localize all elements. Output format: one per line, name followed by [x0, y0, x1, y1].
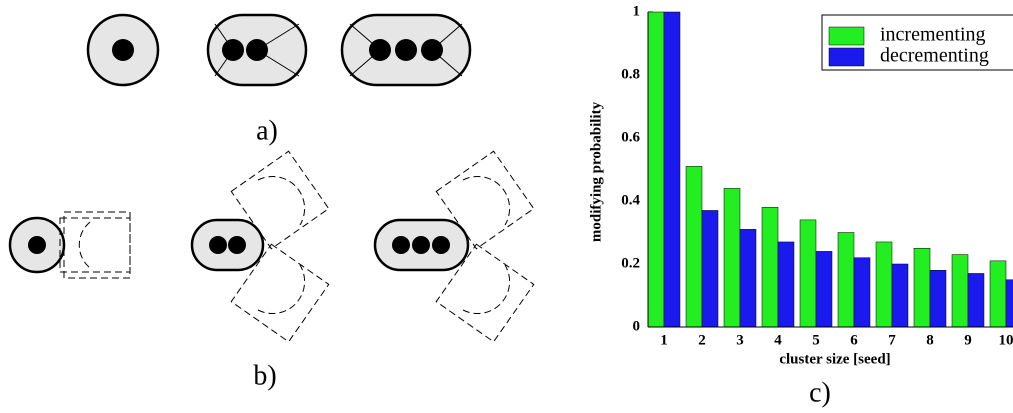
bar	[892, 264, 908, 327]
bar	[838, 233, 854, 328]
bar	[664, 12, 680, 327]
x-tick-label: 7	[888, 332, 896, 348]
bar	[952, 255, 968, 327]
y-axis-label: modifying probability	[588, 101, 604, 242]
bar	[990, 261, 1006, 327]
bar	[702, 210, 718, 327]
bar	[854, 258, 870, 327]
legend-swatch	[829, 27, 864, 45]
x-tick-label: 2	[698, 332, 706, 348]
bar	[762, 207, 778, 327]
legend-swatch	[829, 48, 864, 66]
x-tick-label: 6	[850, 332, 858, 348]
y-tick-label: 0.6	[621, 129, 640, 145]
bar	[724, 188, 740, 327]
legend-label: decrementing	[880, 45, 989, 67]
x-tick-label: 9	[964, 332, 972, 348]
bar	[876, 242, 892, 327]
x-tick-label: 5	[812, 332, 820, 348]
diagram-a	[88, 15, 470, 85]
x-tick-label: 1	[660, 332, 668, 348]
y-tick-label: 1	[633, 3, 641, 19]
bar	[1006, 280, 1013, 327]
figure: a) b) c) modifying probability cluster s…	[0, 0, 1013, 413]
diagram-b	[10, 151, 534, 341]
x-tick-label: 8	[926, 332, 934, 348]
x-tick-label: 10	[999, 332, 1013, 348]
bar	[800, 220, 816, 327]
panel-label: a)	[256, 115, 278, 146]
y-tick-label: 0	[633, 318, 641, 334]
bar	[914, 248, 930, 327]
bar	[816, 251, 832, 327]
y-tick-label: 0.8	[621, 66, 640, 82]
bar	[778, 242, 794, 327]
bar	[740, 229, 756, 327]
bar	[968, 273, 984, 327]
x-tick-label: 4	[774, 332, 782, 348]
y-tick-label: 0.4	[621, 192, 640, 208]
bar	[930, 270, 946, 327]
legend-label: incrementing	[880, 24, 986, 46]
x-tick-label: 3	[736, 332, 744, 348]
y-tick-label: 0.2	[621, 255, 640, 271]
x-axis-label: cluster size [seed]	[779, 351, 890, 367]
bar	[686, 166, 702, 327]
panel-label: c)	[809, 377, 831, 408]
bar	[648, 12, 664, 327]
panel-label: b)	[253, 360, 276, 391]
